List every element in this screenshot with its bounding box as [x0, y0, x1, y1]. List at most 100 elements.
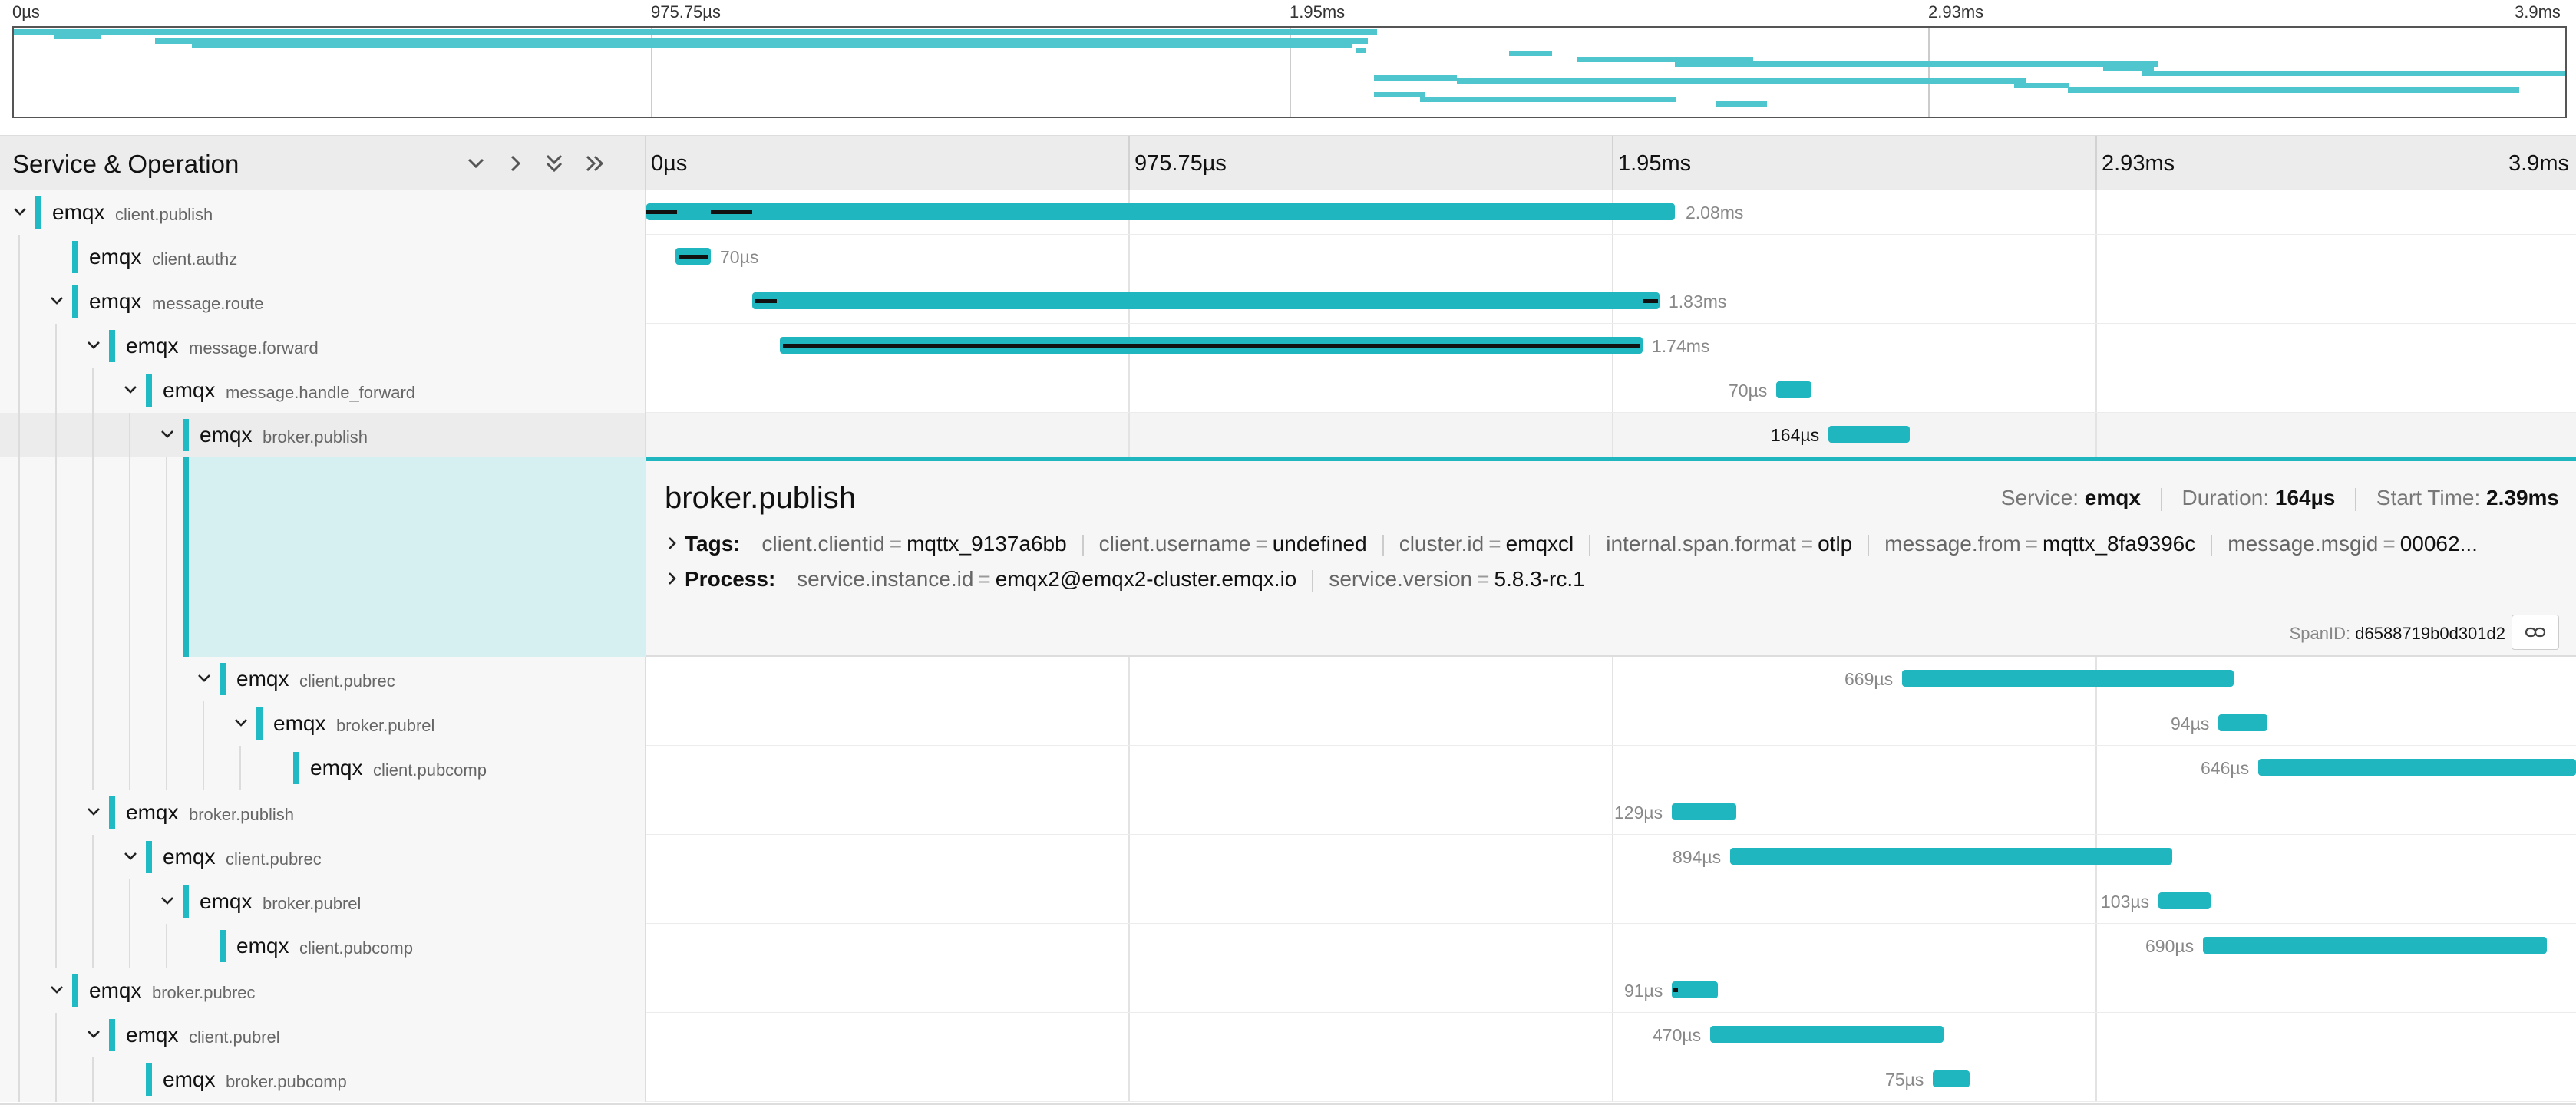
span-bar[interactable] — [2258, 759, 2576, 776]
tree-guide — [92, 657, 94, 701]
span-bar[interactable] — [1672, 981, 1718, 998]
chevron-down-icon[interactable] — [46, 290, 68, 312]
duration-value: 164µs — [2274, 486, 2336, 509]
span-bar[interactable] — [780, 337, 1643, 354]
span-row[interactable]: emqx message.route 1.83ms — [0, 279, 2576, 324]
span-name-cell[interactable]: emqx client.pubcomp — [0, 924, 646, 968]
kv-value: otlp — [1818, 532, 1853, 556]
span-row[interactable]: emqx broker.pubrel 103µs — [0, 879, 2576, 924]
copy-link-button[interactable] — [2512, 615, 2559, 650]
span-bar[interactable] — [1776, 381, 1811, 398]
span-name-cell[interactable]: emqx broker.pubrec — [0, 968, 646, 1013]
span-row[interactable]: emqx broker.pubrel 94µs — [0, 701, 2576, 746]
tree-guide — [239, 746, 241, 790]
chevron-down-icon[interactable] — [157, 890, 178, 912]
span-name-cell[interactable]: emqx broker.pubrel — [0, 701, 646, 746]
tree-guide — [203, 701, 204, 746]
span-bar[interactable] — [1828, 426, 1910, 443]
timeline-tick-4: 3.9ms — [2508, 151, 2569, 176]
operation-name: broker.pubrel — [336, 716, 435, 735]
timeline-gridline — [2095, 1057, 2097, 1101]
span-row[interactable]: emqx broker.publish 164µs — [0, 413, 2576, 457]
span-name-cell[interactable]: emqx client.pubrec — [0, 835, 646, 879]
span-name-cell[interactable]: emqx message.route — [0, 279, 646, 324]
chevron-down-icon[interactable] — [120, 846, 141, 867]
span-bar[interactable] — [2203, 937, 2547, 954]
span-row[interactable]: emqx client.pubrec 894µs — [0, 835, 2576, 879]
column-resize-handle[interactable] — [645, 136, 646, 191]
chevron-down-icon[interactable] — [461, 148, 491, 179]
operation-name: broker.publish — [263, 427, 368, 447]
span-row[interactable]: emqx broker.publish 129µs — [0, 790, 2576, 835]
minimap-canvas[interactable] — [12, 26, 2567, 118]
span-name-cell[interactable]: emqx broker.publish — [0, 413, 646, 457]
span-bar[interactable] — [675, 248, 711, 265]
kv-equals: = — [2383, 532, 2396, 556]
span-name-cell[interactable]: emqx message.handle_forward — [0, 368, 646, 413]
span-name-cell[interactable]: emqx client.pubrec — [0, 657, 646, 701]
chevron-right-icon[interactable] — [665, 532, 685, 556]
span-bar[interactable] — [1902, 670, 2234, 687]
timeline-gridline — [1128, 924, 1130, 968]
span-row[interactable]: emqx message.handle_forward 70µs — [0, 368, 2576, 413]
timeline-gridline — [1128, 657, 1130, 701]
span-row[interactable]: emqx client.pubrel 470µs — [0, 1013, 2576, 1057]
span-bar[interactable] — [1730, 848, 2172, 865]
service-name: emqx — [236, 667, 289, 691]
kv-value: undefined — [1272, 532, 1367, 556]
span-bar[interactable] — [1672, 803, 1736, 820]
tags-section[interactable]: Tags: client.clientid = mqttx_9137a6bb clie… — [665, 532, 2478, 556]
service-color-marker — [35, 196, 41, 229]
span-bar[interactable] — [1710, 1026, 1944, 1043]
span-row[interactable]: emqx broker.pubcomp 75µs — [0, 1057, 2576, 1102]
span-bar[interactable] — [2158, 892, 2211, 909]
chevron-down-icon[interactable] — [83, 1024, 104, 1045]
timeline-gridline — [1128, 835, 1130, 879]
chevron-down-icon[interactable] — [9, 201, 31, 223]
chevron-down-icon[interactable] — [120, 379, 141, 401]
span-row[interactable]: emqx client.pubrec 669µs — [0, 657, 2576, 701]
timeline-gridline — [1612, 413, 1613, 457]
trace-minimap[interactable]: 0µs 975.75µs 1.95ms 2.93ms 3.9ms — [0, 0, 2576, 124]
chevron-down-icon[interactable] — [83, 335, 104, 356]
chevron-down-icon[interactable] — [46, 979, 68, 1001]
kv-key: message.msgid — [2228, 532, 2379, 556]
tree-guide — [18, 879, 20, 924]
span-name-cell[interactable]: emqx client.pubrel — [0, 1013, 646, 1057]
span-bar[interactable] — [752, 292, 1660, 309]
span-name-cell[interactable]: emqx client.authz — [0, 235, 646, 279]
double-chevron-down-icon[interactable] — [539, 148, 570, 179]
span-row[interactable]: emqx client.authz 70µs — [0, 235, 2576, 279]
minimap-span — [2068, 87, 2519, 93]
span-name-cell[interactable]: emqx broker.publish — [0, 790, 646, 835]
chevron-down-icon[interactable] — [157, 424, 178, 445]
process-section[interactable]: Process: service.instance.id = emqx2@emqx2… — [665, 567, 1585, 592]
tree-guide — [55, 746, 57, 790]
span-name-cell[interactable]: emqx client.publish — [0, 190, 646, 235]
tree-guide — [92, 368, 94, 413]
span-name-cell[interactable]: emqx broker.pubrel — [0, 879, 646, 924]
span-bar[interactable] — [2218, 714, 2267, 731]
span-bar[interactable] — [646, 203, 1675, 220]
operation-name: client.pubcomp — [373, 760, 487, 780]
chevron-right-icon[interactable] — [665, 567, 685, 592]
link-icon — [2525, 627, 2546, 638]
span-name-cell[interactable]: emqx message.forward — [0, 324, 646, 368]
tree-guide — [92, 924, 94, 968]
tree-guide — [18, 368, 20, 413]
span-row[interactable]: emqx client.pubcomp 646µs — [0, 746, 2576, 790]
span-row[interactable]: emqx client.pubcomp 690µs — [0, 924, 2576, 968]
chevron-down-icon[interactable] — [230, 712, 252, 734]
chevron-down-icon[interactable] — [83, 801, 104, 823]
double-chevron-right-icon[interactable] — [580, 148, 611, 179]
minimap-span — [1577, 57, 1753, 62]
chevron-down-icon[interactable] — [193, 668, 215, 689]
span-bar[interactable] — [1933, 1070, 1970, 1087]
span-name-cell[interactable]: emqx broker.pubcomp — [0, 1057, 646, 1102]
span-duration-label: 75µs — [1885, 1070, 1924, 1090]
span-row[interactable]: emqx broker.pubrec 91µs — [0, 968, 2576, 1013]
span-row[interactable]: emqx message.forward 1.74ms — [0, 324, 2576, 368]
chevron-right-icon[interactable] — [500, 148, 531, 179]
span-row[interactable]: emqx client.publish 2.08ms — [0, 190, 2576, 235]
span-name-cell[interactable]: emqx client.pubcomp — [0, 746, 646, 790]
